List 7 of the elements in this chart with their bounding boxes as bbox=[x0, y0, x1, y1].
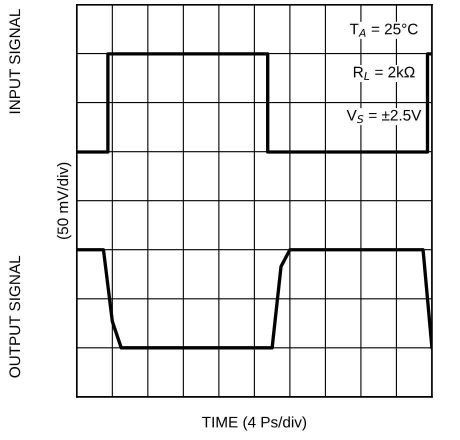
annotation: R$_{L}$ = 2kΩ bbox=[354, 66, 415, 80]
text: T$_{A}$ = 25°C bbox=[350, 24, 418, 37]
text: OUTPUT SIGNAL bbox=[9, 256, 20, 378]
annotation: V$_{S}$ = ±2.5V bbox=[346, 110, 422, 124]
x-axis-title: TIME (4 Ps/div) bbox=[202, 416, 306, 431]
text: INPUT SIGNAL bbox=[9, 9, 20, 114]
y-axis-title: (50 mV/div) bbox=[57, 162, 72, 239]
